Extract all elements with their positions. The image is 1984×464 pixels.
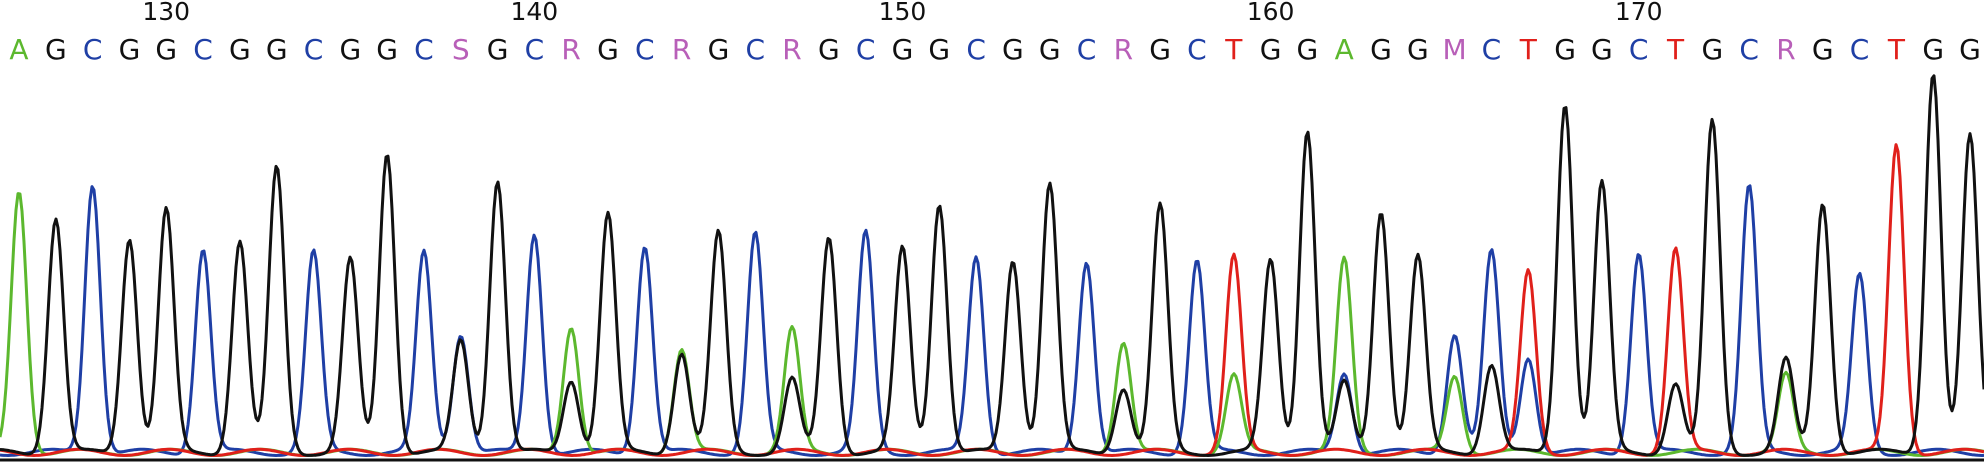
base-call: G [119,33,141,66]
base-call: G [928,33,950,66]
base-call: G [1407,33,1429,66]
position-ticks: 130 140 150 160 170 [142,0,1662,26]
trace-lines [0,74,1984,457]
tick-label: 170 [1615,0,1663,26]
base-call: C [1077,33,1097,66]
base-call: C [304,33,324,66]
base-call: C [525,33,545,66]
base-call: M [1443,33,1467,66]
base-call: G [708,33,730,66]
base-call: G [1922,33,1944,66]
base-call: R [672,33,691,66]
base-call: C [83,33,103,66]
base-call: T [1224,33,1243,66]
base-call: T [1887,33,1906,66]
trace-T [0,143,1984,457]
base-call: C [635,33,655,66]
base-call: C [1629,33,1649,66]
base-call: G [1260,33,1282,66]
base-call: G [229,33,251,66]
base-call: C [1739,33,1759,66]
base-call: G [1039,33,1061,66]
base-call: G [1959,33,1981,66]
base-call: G [266,33,288,66]
base-call: G [155,33,177,66]
base-call: C [1850,33,1870,66]
base-call: G [487,33,509,66]
base-call: C [414,33,434,66]
base-call: T [1519,33,1538,66]
tick-label: 160 [1247,0,1295,26]
base-call: A [9,33,28,66]
base-call: C [193,33,213,66]
base-call: C [856,33,876,66]
tick-label: 140 [510,0,558,26]
base-call: G [339,33,361,66]
base-call: G [1370,33,1392,66]
trace-G [0,74,1984,457]
base-call: G [1591,33,1613,66]
tick-label: 150 [879,0,927,26]
base-call: R [782,33,801,66]
base-call: G [1812,33,1834,66]
base-call: R [561,33,580,66]
trace-A [0,192,1984,457]
base-call: G [892,33,914,66]
base-call: G [45,33,67,66]
base-call: R [1114,33,1133,66]
base-call: G [597,33,619,66]
tick-label: 130 [142,0,190,26]
base-call: A [1335,33,1354,66]
base-call: G [1002,33,1024,66]
base-call: C [966,33,986,66]
base-call: G [1149,33,1171,66]
base-call: G [376,33,398,66]
base-call: R [1776,33,1795,66]
base-call: G [1297,33,1319,66]
trace-C [0,184,1984,457]
base-call: G [1554,33,1576,66]
base-call: C [1482,33,1502,66]
base-call: G [818,33,840,66]
base-call: S [452,33,470,66]
base-call: G [1701,33,1723,66]
base-call: C [745,33,765,66]
base-call: C [1187,33,1207,66]
base-call: T [1666,33,1685,66]
